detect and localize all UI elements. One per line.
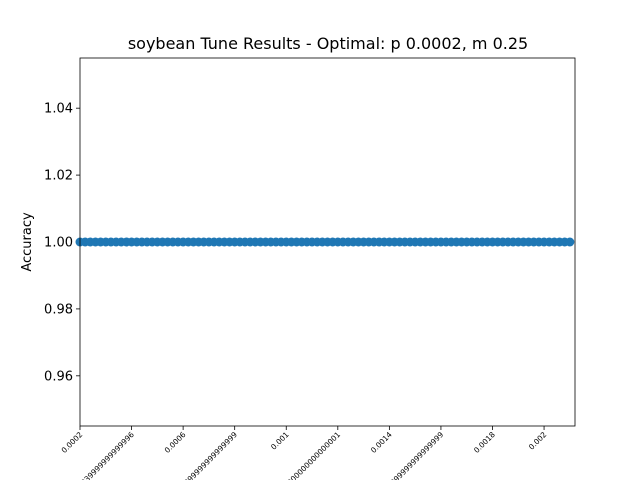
chart-title: soybean Tune Results - Optimal: p 0.0002…	[128, 34, 528, 53]
y-tick-label: 0.98	[44, 302, 73, 317]
y-axis-label: Accuracy	[20, 212, 35, 272]
plot-frame	[79, 57, 576, 427]
y-tick-label: 1.02	[44, 169, 73, 184]
y-tick-label: 1.00	[44, 236, 73, 251]
point	[565, 237, 575, 247]
y-tick-label: 1.04	[44, 102, 73, 117]
y-tick-label: 0.96	[44, 369, 73, 384]
